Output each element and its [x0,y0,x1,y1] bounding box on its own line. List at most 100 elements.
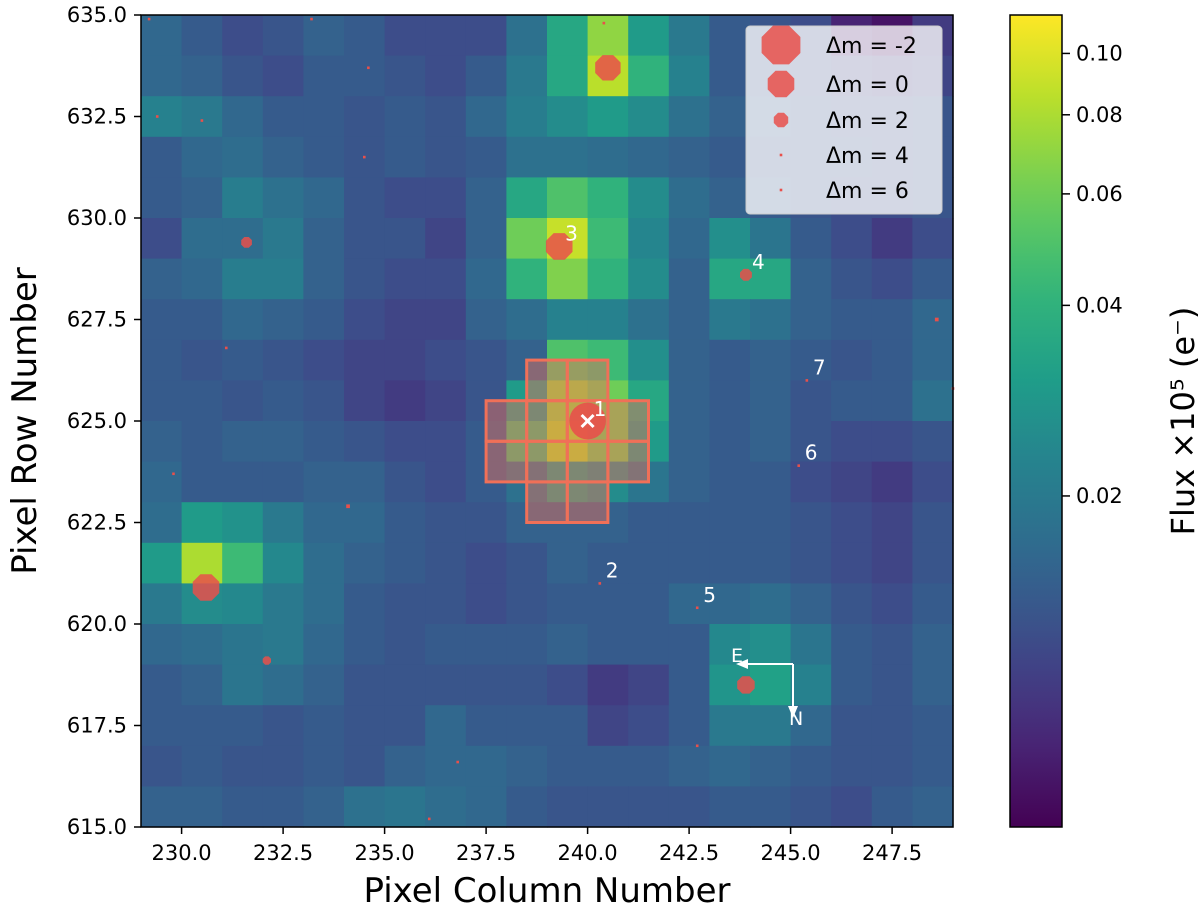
heatmap-cell [181,136,223,178]
x-tick-label: 247.5 [862,841,922,865]
heatmap-cell [790,380,832,422]
heatmap-cell [709,380,751,422]
heatmap-cell [790,664,832,706]
heatmap-cell [668,786,710,828]
heatmap-cell [262,745,304,787]
heatmap-cell [222,258,264,300]
star-marker [695,606,699,610]
heatmap-cell [222,502,264,544]
heatmap-cell [465,705,507,747]
heatmap-cell [831,258,873,300]
heatmap-cell [547,55,589,97]
heatmap-cell [425,299,467,341]
heatmap-cell [262,258,304,300]
heatmap-cell [181,421,223,463]
legend-label: Δm = 6 [826,179,909,204]
heatmap-cell [384,421,426,463]
heatmap-cell [465,502,507,544]
heatmap-cell [668,421,710,463]
heatmap-cell [912,258,954,300]
heatmap-cell [912,583,954,625]
heatmap-cell [628,218,670,260]
heatmap-cell [668,461,710,503]
heatmap-cell [750,299,792,341]
heatmap-cell [262,177,304,219]
heatmap-cell [912,624,954,666]
heatmap-cell [181,96,223,138]
heatmap-cell [628,177,670,219]
x-tick-label: 242.5 [659,841,719,865]
heatmap-cell [181,705,223,747]
heatmap-cell [871,258,913,300]
heatmap-cell [465,624,507,666]
star-marker [602,21,606,25]
heatmap-cell [425,421,467,463]
colorbar-tick-label: 0.04 [1076,293,1123,317]
heatmap-cell [222,55,264,97]
heatmap-cell [750,624,792,666]
heatmap-cell [344,339,386,381]
heatmap-cell [344,461,386,503]
heatmap-cell [425,96,467,138]
heatmap-cell [871,421,913,463]
heatmap-cell [790,299,832,341]
heatmap-cell [587,136,629,178]
heatmap-cell [303,542,345,584]
heatmap-cell [668,258,710,300]
heatmap-cell [181,624,223,666]
heatmap-cell [709,177,751,219]
y-axis: 615.0 617.5 620.0 622.5 625.0 627.5 630.0 632.5… [67,3,141,839]
heatmap-cell [384,664,426,706]
heatmap-cell [668,664,710,706]
heatmap-cell [628,745,670,787]
legend-marker [761,25,801,65]
heatmap-cell [181,664,223,706]
heatmap-cell [668,583,710,625]
heatmap-cell [506,258,548,300]
heatmap-cell [384,177,426,219]
star-label: 6 [805,441,818,465]
heatmap-cell [547,542,589,584]
heatmap-cell [668,705,710,747]
heatmap-cell [303,583,345,625]
heatmap-cell [425,258,467,300]
heatmap-cell [831,421,873,463]
heatmap-cell [303,339,345,381]
heatmap-cell [222,786,264,828]
star-marker [598,582,602,585]
heatmap-cell [628,299,670,341]
heatmap-cell [384,15,426,57]
heatmap-cell [425,177,467,219]
x-tick-label: 245.0 [761,841,821,865]
heatmap-cell [303,745,345,787]
heatmap-cell [425,218,467,260]
heatmap-cell [344,55,386,97]
heatmap-cell [384,299,426,341]
heatmap-cell [506,15,548,57]
heatmap-cell [181,339,223,381]
heatmap-cell [303,664,345,706]
x-axis: 230.0 232.5 235.0 237.5 240.0 242.5 245.0 247.5 [152,827,922,865]
arrow-head-icon [788,706,798,718]
heatmap-cell [547,583,589,625]
x-tick-label: 235.0 [355,841,415,865]
heatmap-cell [547,786,589,828]
heatmap-cell [141,177,183,219]
heatmap-cell [628,136,670,178]
heatmap-cell [831,745,873,787]
colorbar-label: Flux ×10⁵ (e⁻) [1164,307,1200,536]
heatmap-cell [668,218,710,260]
heatmap-cell [425,664,467,706]
legend-marker [779,188,783,192]
heatmap-cell [668,339,710,381]
heatmap-cell [141,745,183,787]
star-marker [363,155,366,159]
heatmap-cell [303,421,345,463]
heatmap-cell [465,55,507,97]
heatmap-cell [425,542,467,584]
heatmap-cell [344,258,386,300]
heatmap-cell [262,421,304,463]
heatmap-cell [344,705,386,747]
heatmap-cell [750,705,792,747]
heatmap-cell [344,380,386,422]
